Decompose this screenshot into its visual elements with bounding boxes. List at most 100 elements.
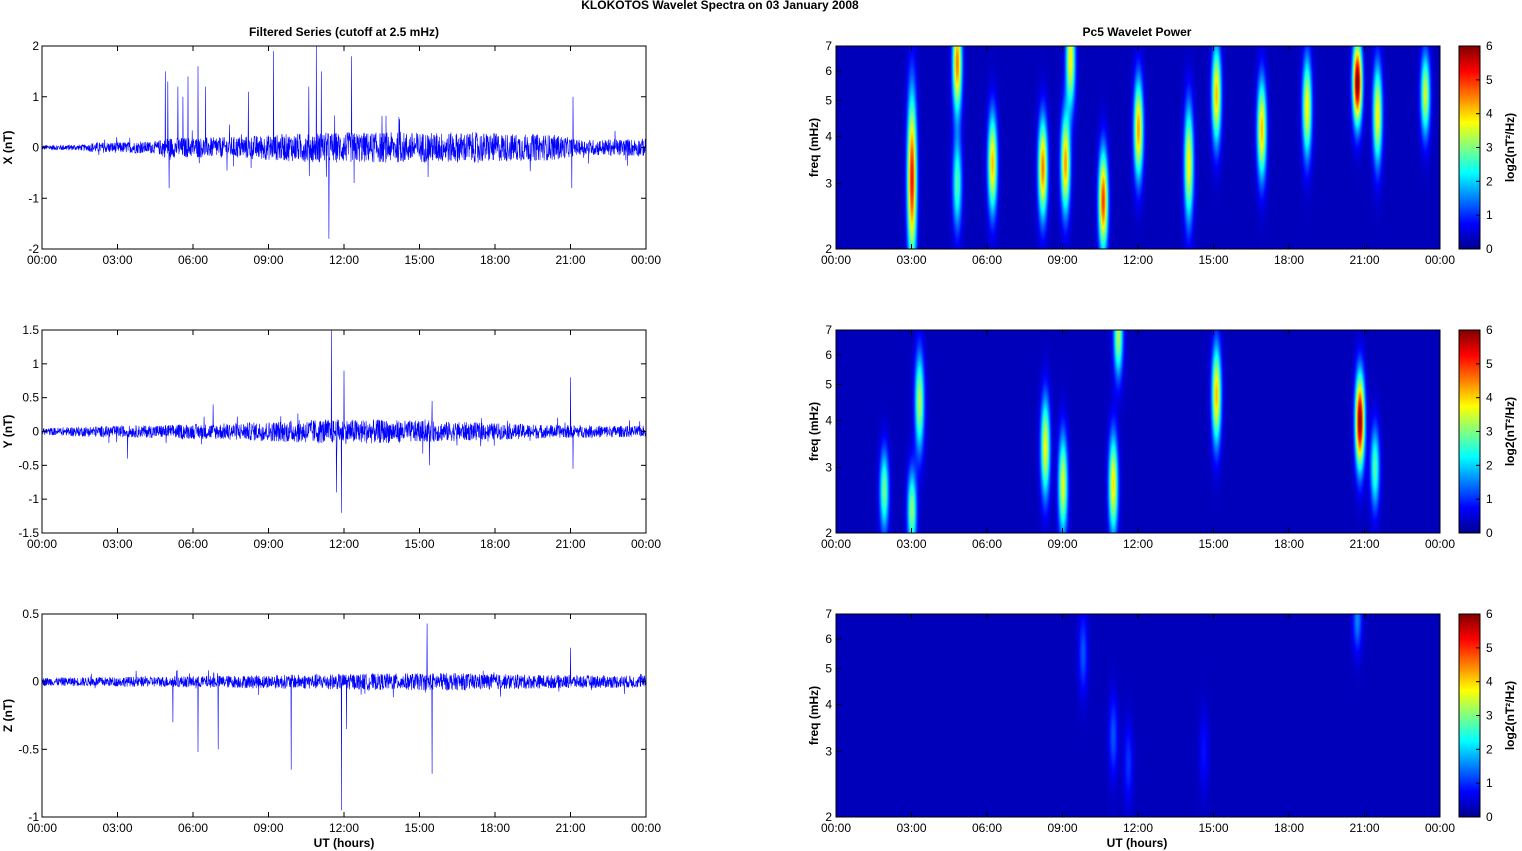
x-wavelet-xtick-label: 09:00: [1047, 253, 1077, 267]
y-wavelet-xtick-label: 00:00: [821, 537, 851, 551]
z-series-panel: -1 -0.5 0 0.5 00:00 03:00 06:00 09:00 12:00 15:00…: [1, 607, 661, 835]
x-wavelet-panel: 2 3 4 5 6 7 00:00 03:00 06:00 09:00 12:00 15:00 18:0…: [807, 39, 1517, 267]
z-wavelet-ytick-label: 5: [825, 662, 832, 676]
x-series-panel: -2 -1 0 1 2 00:00 03:00 06:00 09:00 12:00 15:00 18:…: [1, 39, 661, 267]
y-wavelet-ytick-label: 5: [825, 378, 832, 392]
x-wavelet-ytick-label: 2: [825, 242, 832, 256]
x-wavelet-xtick-label: 06:00: [972, 253, 1002, 267]
y-series-xtick-label: 00:00: [631, 537, 661, 551]
x-wavelet-ytick-label: 7: [825, 39, 832, 53]
y-wavelet-xtick-label: 09:00: [1047, 537, 1077, 551]
y-wavelet-xtick-label: 15:00: [1198, 537, 1228, 551]
z-series-xtick-label: 03:00: [102, 821, 132, 835]
z-wavelet-colorbar-tick-label: 2: [1486, 742, 1493, 756]
x-series-ytick-label: 0: [32, 141, 39, 155]
y-wavelet-ytick-label: 3: [825, 460, 832, 474]
z-wavelet-xtick-label: 12:00: [1123, 821, 1153, 835]
x-series-ytick-label: -2: [28, 242, 39, 256]
x-wavelet-colorbar-tick-label: 4: [1486, 107, 1493, 121]
x-series-xtick-label: 18:00: [480, 253, 510, 267]
x-series-xtick-label: 06:00: [178, 253, 208, 267]
y-series-ytick-label: -1.5: [18, 526, 39, 540]
x-series-ytick-label: -1: [28, 191, 39, 205]
z-wavelet-colorbar-tick-label: 4: [1486, 675, 1493, 689]
right-xlabel: UT (hours): [1107, 836, 1168, 850]
y-series-xtick-label: 12:00: [329, 537, 359, 551]
x-wavelet-ylabel: freq (mHz): [807, 118, 821, 177]
y-series-ylabel: Y (nT): [1, 415, 15, 449]
z-series-xtick-label: 09:00: [253, 821, 283, 835]
y-wavelet-ytick-label: 6: [825, 348, 832, 362]
z-wavelet-ytick-label: 2: [825, 810, 832, 824]
x-wavelet-xtick-label: 00:00: [1425, 253, 1455, 267]
x-wavelet-ytick-label: 4: [825, 130, 832, 144]
y-wavelet-xtick-label: 06:00: [972, 537, 1002, 551]
z-wavelet-ytick-label: 7: [825, 607, 832, 621]
y-series-xtick-label: 00:00: [27, 537, 57, 551]
z-wavelet-xtick-label: 00:00: [1425, 821, 1455, 835]
x-series-xtick-label: 03:00: [102, 253, 132, 267]
z-wavelet-colorbar-label: log2(nT²/Hz): [1503, 681, 1517, 750]
z-series-ylabel: Z (nT): [1, 699, 15, 732]
z-series-ytick-label: 0: [32, 675, 39, 689]
z-series-xtick-label: 06:00: [178, 821, 208, 835]
y-wavelet-ylabel: freq (mHz): [807, 402, 821, 461]
z-wavelet-colorbar-tick-label: 5: [1486, 641, 1493, 655]
x-series-ytick-label: 1: [32, 90, 39, 104]
y-series-ytick-label: 1.5: [22, 323, 39, 337]
x-wavelet-colorbar-tick-label: 6: [1486, 39, 1493, 53]
x-wavelet-ytick-label: 5: [825, 94, 832, 108]
y-wavelet-xtick-label: 21:00: [1349, 537, 1379, 551]
y-series-ytick-label: -1: [28, 492, 39, 506]
x-wavelet-heatmap-image: [836, 46, 1440, 249]
y-wavelet-colorbar-tick-label: 1: [1486, 492, 1493, 506]
y-series-ytick-label: 0.5: [22, 391, 39, 405]
y-series-xtick-label: 15:00: [404, 537, 434, 551]
x-series-xtick-label: 21:00: [555, 253, 585, 267]
z-wavelet-panel: 2 3 4 5 6 7 00:00 03:00 06:00 09:00 12:00 15:00 18:0…: [807, 607, 1517, 835]
x-wavelet-xtick-label: 00:00: [821, 253, 851, 267]
x-series-trace: [41, 45, 647, 239]
x-wavelet-colorbar-tick-label: 1: [1486, 208, 1493, 222]
x-wavelet-xtick-label: 21:00: [1349, 253, 1379, 267]
x-wavelet-xtick-label: 03:00: [896, 253, 926, 267]
x-wavelet-xtick-label: 18:00: [1274, 253, 1304, 267]
x-wavelet-colorbar-tick-label: 3: [1486, 141, 1493, 155]
z-wavelet-ytick-label: 3: [825, 744, 832, 758]
z-series-xtick-label: 21:00: [555, 821, 585, 835]
x-wavelet-colorbar-tick-label: 0: [1486, 242, 1493, 256]
z-wavelet-xtick-label: 06:00: [972, 821, 1002, 835]
z-series-plot-area: [42, 614, 646, 817]
y-series-ytick-label: 0: [32, 425, 39, 439]
x-wavelet-xtick-label: 12:00: [1123, 253, 1153, 267]
z-series-ytick-label: -0.5: [18, 742, 39, 756]
left-column-title: Filtered Series (cutoff at 2.5 mHz): [249, 25, 439, 39]
x-series-ylabel: X (nT): [1, 131, 15, 165]
x-series-xtick-label: 15:00: [404, 253, 434, 267]
z-wavelet-xtick-label: 00:00: [821, 821, 851, 835]
y-wavelet-colorbar-tick-label: 4: [1486, 391, 1493, 405]
y-wavelet-colorbar-tick-label: 2: [1486, 458, 1493, 472]
z-series-xtick-label: 00:00: [27, 821, 57, 835]
y-series-xtick-label: 18:00: [480, 537, 510, 551]
x-wavelet-xtick-label: 15:00: [1198, 253, 1228, 267]
z-series-xtick-label: 18:00: [480, 821, 510, 835]
z-wavelet-xtick-label: 18:00: [1274, 821, 1304, 835]
y-series-ytick-label: -0.5: [18, 458, 39, 472]
z-series-trace: [41, 623, 647, 811]
y-wavelet-colorbar-label: log2(nT²/Hz): [1503, 397, 1517, 466]
y-wavelet-xtick-label: 18:00: [1274, 537, 1304, 551]
y-series-xtick-label: 03:00: [102, 537, 132, 551]
z-wavelet-xtick-label: 03:00: [896, 821, 926, 835]
z-series-ytick-label: 0.5: [22, 607, 39, 621]
z-series-xtick-label: 15:00: [404, 821, 434, 835]
z-series-xtick-label: 12:00: [329, 821, 359, 835]
z-wavelet-ytick-label: 4: [825, 698, 832, 712]
x-series-xtick-label: 12:00: [329, 253, 359, 267]
z-series-ytick-label: -1: [28, 810, 39, 824]
x-series-xtick-label: 00:00: [631, 253, 661, 267]
z-wavelet-colorbar-tick-label: 1: [1486, 776, 1493, 790]
left-xlabel: UT (hours): [314, 836, 375, 850]
y-wavelet-xtick-label: 12:00: [1123, 537, 1153, 551]
